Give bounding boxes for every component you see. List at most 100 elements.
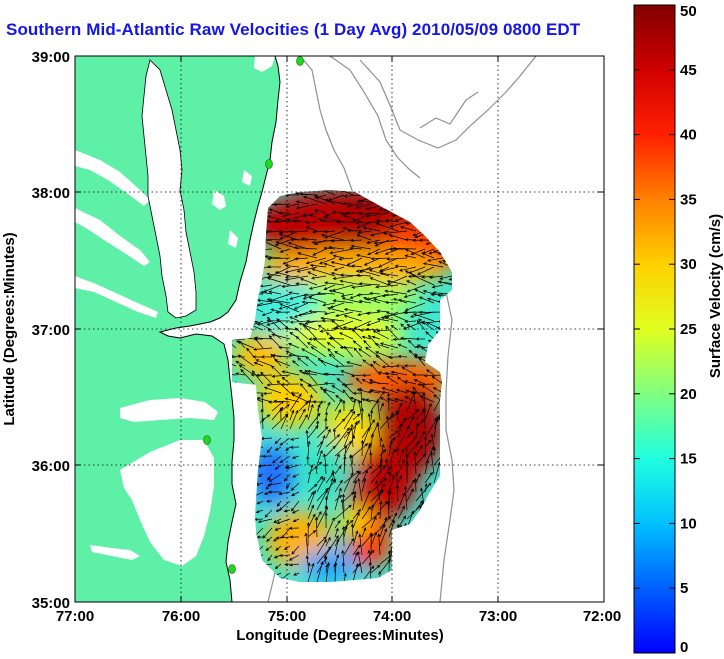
velocity-arrow [291, 455, 300, 459]
velocity-arrow [332, 254, 345, 259]
velocity-arrow [361, 490, 371, 511]
velocity-arrow [397, 475, 403, 484]
velocity-arrow [376, 398, 381, 421]
velocity-arrow [357, 311, 372, 317]
velocity-arrow [276, 518, 291, 525]
velocity-arrow [343, 519, 350, 538]
velocity-arrow [332, 326, 354, 331]
velocity-arrow [301, 300, 318, 304]
velocity-arrow [320, 233, 345, 241]
velocity-arrow [322, 302, 336, 307]
velocity-arrow [363, 296, 381, 304]
velocity-arrow [431, 284, 444, 289]
x-tick-label: 74:00 [373, 608, 411, 625]
colorbar-tick-label: 20 [680, 386, 697, 403]
velocity-arrow [278, 302, 300, 310]
velocity-arrow [352, 340, 363, 349]
velocity-arrow [361, 427, 370, 448]
velocity-arrow [332, 427, 337, 439]
velocity-arrow [385, 415, 390, 430]
delmarva-inlets [212, 170, 252, 248]
velocity-arrow [328, 245, 345, 250]
velocity-arrow [289, 237, 309, 242]
velocity-arrow [411, 274, 435, 286]
velocity-arrow [394, 471, 399, 493]
velocity-arrow [367, 248, 381, 256]
velocity-arrow [274, 219, 300, 223]
velocity-arrow [316, 489, 328, 511]
velocity-arrow [289, 535, 299, 539]
velocity-arrow [404, 310, 426, 315]
velocity-arrow [295, 335, 309, 349]
velocity-arrow [369, 380, 390, 385]
velocity-arrow [263, 284, 282, 293]
velocity-arrow [293, 212, 309, 220]
velocity-arrow [423, 374, 444, 378]
velocity-arrow [404, 364, 417, 368]
velocity-arrow [255, 373, 273, 378]
station-marker-1 [296, 56, 304, 66]
velocity-arrow [397, 505, 405, 520]
velocity-arrow [288, 343, 300, 349]
velocity-arrow [394, 264, 408, 268]
velocity-arrow [339, 332, 354, 340]
velocity-arrow [301, 371, 318, 376]
velocity-arrow [334, 561, 338, 582]
velocity-arrow [388, 439, 393, 457]
velocity-arrow [388, 233, 408, 241]
velocity-arrow [353, 347, 363, 358]
velocity-arrow [261, 311, 273, 317]
velocity-arrow [278, 491, 291, 496]
velocity-arrow [386, 375, 399, 385]
potomac-river [75, 150, 150, 206]
velocity-arrow [370, 524, 386, 538]
velocity-arrow [351, 328, 363, 340]
velocity-arrow [279, 248, 291, 253]
velocity-arrow [406, 323, 417, 331]
velocity-arrow [332, 299, 354, 304]
velocity-arrow [256, 397, 273, 403]
velocity-arrow [308, 284, 327, 290]
velocity-arrow [433, 415, 441, 430]
velocity-arrow [309, 214, 327, 223]
velocity-arrow [385, 218, 399, 223]
velocity-arrow [316, 426, 329, 439]
velocity-arrow [319, 359, 336, 367]
velocity-arrow [324, 462, 328, 475]
velocity-arrow [308, 296, 327, 304]
velocity-arrow [341, 549, 345, 565]
chart-title: Southern Mid-Atlantic Raw Velocities (1 … [6, 20, 581, 39]
velocity-arrow [405, 461, 409, 484]
velocity-arrow [279, 230, 300, 240]
colorbar-label: Surface Velocity (cm/s) [707, 214, 724, 378]
velocity-arrow [343, 572, 347, 582]
velocity-arrow [279, 437, 291, 446]
velocity-arrow [285, 203, 300, 208]
velocity-arrow [356, 221, 372, 229]
velocity-arrow [237, 354, 255, 367]
velocity-arrow [318, 218, 336, 223]
velocity-arrow [365, 311, 381, 315]
velocity-arrow [357, 477, 363, 502]
velocity-arrow [361, 527, 367, 538]
velocity-arrow [386, 500, 391, 520]
velocity-arrow [266, 265, 282, 269]
velocity-arrow [257, 473, 264, 477]
velocity-arrow [288, 291, 300, 295]
velocity-arrow [265, 482, 273, 490]
velocity-arrow [306, 455, 310, 466]
velocity-arrow [302, 293, 327, 297]
velocity-arrow [387, 550, 392, 574]
velocity-arrow [334, 427, 350, 448]
velocity-arrow [343, 408, 354, 421]
velocity-arrow [289, 229, 309, 234]
velocity-arrow [316, 475, 324, 484]
velocity-arrow [314, 239, 327, 245]
velocity-arrow [350, 374, 363, 378]
velocity-arrow [366, 239, 381, 245]
velocity-arrow [291, 393, 309, 403]
velocity-arrow [409, 311, 435, 318]
velocity-arrow [397, 448, 405, 466]
velocity-arrow [305, 356, 318, 367]
velocity-arrow [316, 561, 324, 582]
